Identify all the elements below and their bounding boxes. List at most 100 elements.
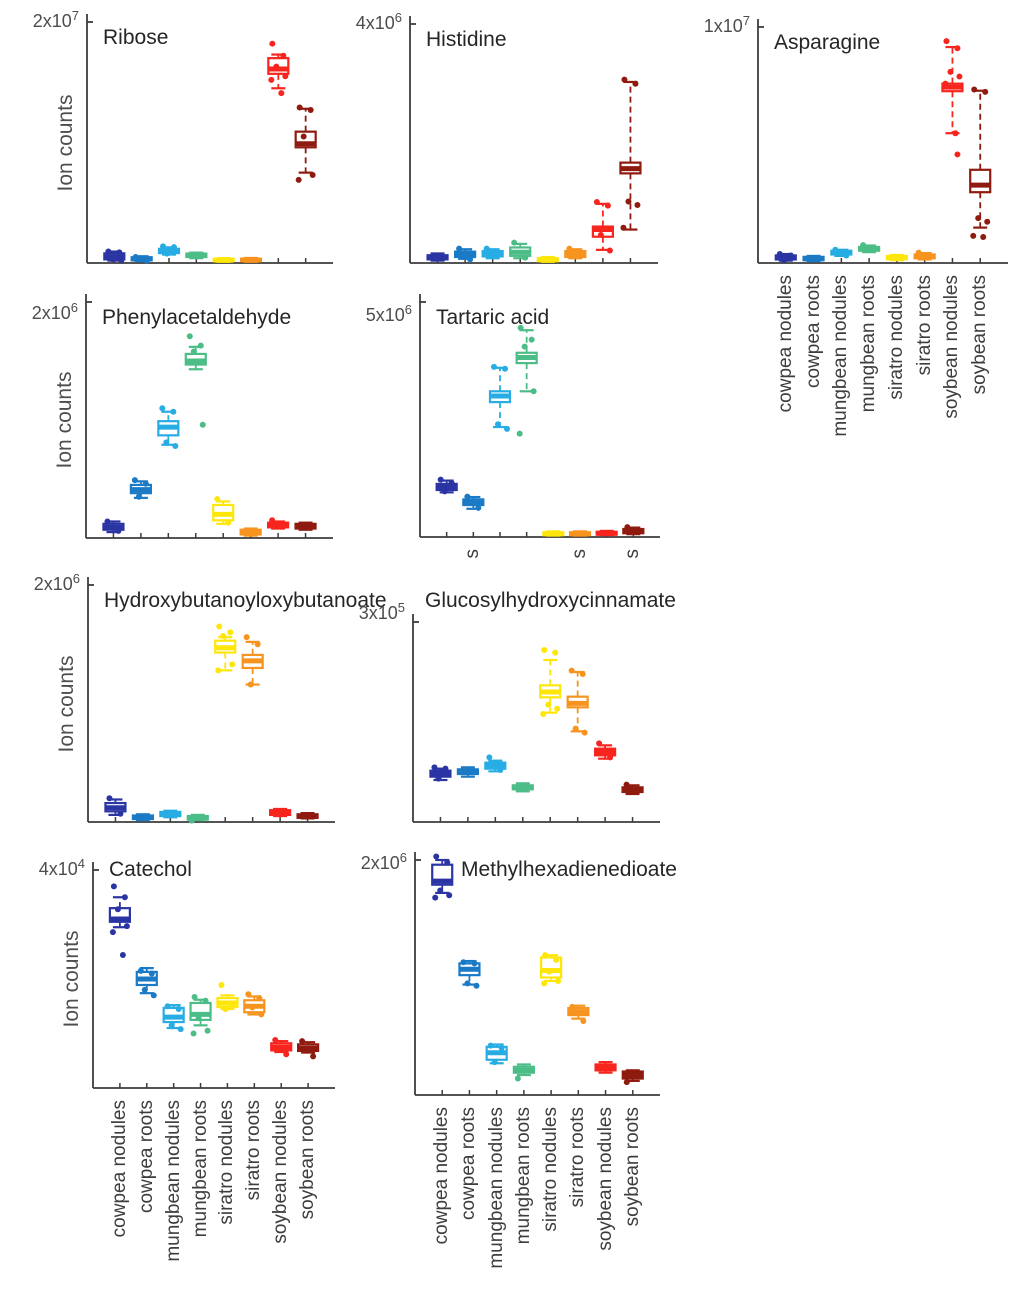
x-tick-label: mungbean roots (858, 275, 880, 413)
data-point (172, 442, 179, 449)
data-point (624, 524, 631, 531)
data-point (516, 430, 523, 437)
data-point (300, 133, 307, 140)
x-tick-label: siratro nodules (885, 275, 907, 400)
data-point (915, 249, 922, 256)
data-point (504, 425, 510, 432)
data-point (943, 38, 950, 45)
data-point (197, 342, 204, 349)
data-point (860, 242, 867, 249)
y-axis-max-label: 2x106 (31, 300, 78, 323)
data-point (580, 1017, 587, 1024)
data-point (435, 775, 442, 782)
data-point (579, 671, 586, 677)
data-point (623, 1079, 630, 1086)
data-point (437, 887, 444, 894)
data-point (542, 952, 549, 959)
x-tick-label: siratro roots (243, 1100, 265, 1201)
data-point (199, 421, 206, 428)
data-point (168, 1022, 175, 1029)
data-point (191, 993, 198, 1000)
data-point (225, 519, 232, 526)
x-tick-label: soybean nodules (270, 1100, 292, 1244)
plot-title: Hydroxybutanoyloxybutanoate (104, 589, 387, 612)
data-point (141, 986, 148, 993)
data-point (105, 248, 112, 255)
x-tick-label: cowpea roots (802, 275, 824, 389)
data-point (269, 40, 276, 47)
data-point (256, 995, 263, 1002)
data-point (464, 493, 471, 500)
data-point (787, 252, 794, 259)
data-point (566, 245, 573, 252)
data-point (258, 1011, 265, 1018)
y-axis-max-label: 2x107 (32, 8, 79, 31)
data-point (871, 244, 878, 251)
data-point (220, 632, 227, 639)
data-point (164, 1003, 171, 1010)
plot-title: Methylhexadienedioate (461, 858, 677, 881)
data-point (163, 439, 170, 446)
data-point (568, 667, 575, 674)
data-point (269, 517, 276, 524)
data-point (541, 647, 548, 653)
y-axis-label: Ion counts (60, 930, 83, 1028)
x-tick-label: soybean roots (969, 275, 991, 395)
y-axis-max-label: 4x104 (38, 856, 85, 879)
y-axis-max-label: 2x106 (33, 571, 80, 594)
data-point (249, 1004, 256, 1011)
x-tick-label: siratro nodules (216, 1100, 238, 1225)
data-point (497, 767, 504, 773)
x-tick-label: cowpea nodules (774, 275, 796, 413)
data-point (956, 73, 963, 80)
data-point (604, 202, 611, 209)
data-point (296, 104, 303, 111)
data-point (159, 405, 166, 412)
box-plot-canvas (92, 862, 335, 1089)
subplot-asparagine: 1x107 Asparagine cowpea nodules cowpea ro… (704, 0, 1024, 457)
data-point (137, 967, 144, 974)
data-point (114, 906, 121, 913)
x-tick-label: cowpea nodules (108, 1100, 130, 1238)
x-tick-label: siratro nodules (540, 1107, 562, 1232)
data-point (247, 681, 254, 688)
plot-title: Phenylacetaldehyde (102, 306, 292, 329)
data-point (142, 480, 149, 487)
data-point (984, 218, 991, 225)
data-point (433, 853, 440, 860)
data-point (491, 1059, 498, 1066)
data-point (143, 257, 150, 264)
data-point (502, 365, 508, 372)
plot-title: Catechol (109, 858, 192, 881)
y-axis-max-label: 4x106 (355, 10, 402, 33)
data-point (971, 86, 978, 93)
data-point (309, 172, 316, 179)
y-axis-label: Ion counts (53, 371, 76, 469)
plot-title: Ribose (103, 26, 169, 49)
data-point (970, 232, 977, 239)
data-point (119, 952, 126, 959)
data-point (280, 52, 287, 59)
data-point (432, 894, 439, 901)
data-point (475, 504, 482, 511)
data-point (214, 496, 221, 503)
data-point (444, 859, 451, 866)
data-point (954, 151, 961, 158)
data-point (307, 106, 314, 113)
x-tick-label: cowpea roots (135, 1100, 157, 1214)
data-point (954, 45, 961, 52)
data-point (632, 80, 639, 87)
data-point (150, 992, 157, 999)
data-point (273, 63, 280, 70)
data-point (471, 960, 478, 967)
x-tick-label: cowpea nodules (431, 1107, 453, 1245)
data-point (202, 997, 209, 1004)
data-point (442, 765, 449, 772)
data-point (295, 176, 302, 183)
data-point (448, 479, 455, 486)
data-point (522, 254, 529, 261)
data-point (607, 754, 614, 761)
data-point (190, 348, 197, 355)
subplot-methylhexadienedioate: 2x106 Methylhexadienedioate cowpea nodul… (361, 820, 680, 1300)
